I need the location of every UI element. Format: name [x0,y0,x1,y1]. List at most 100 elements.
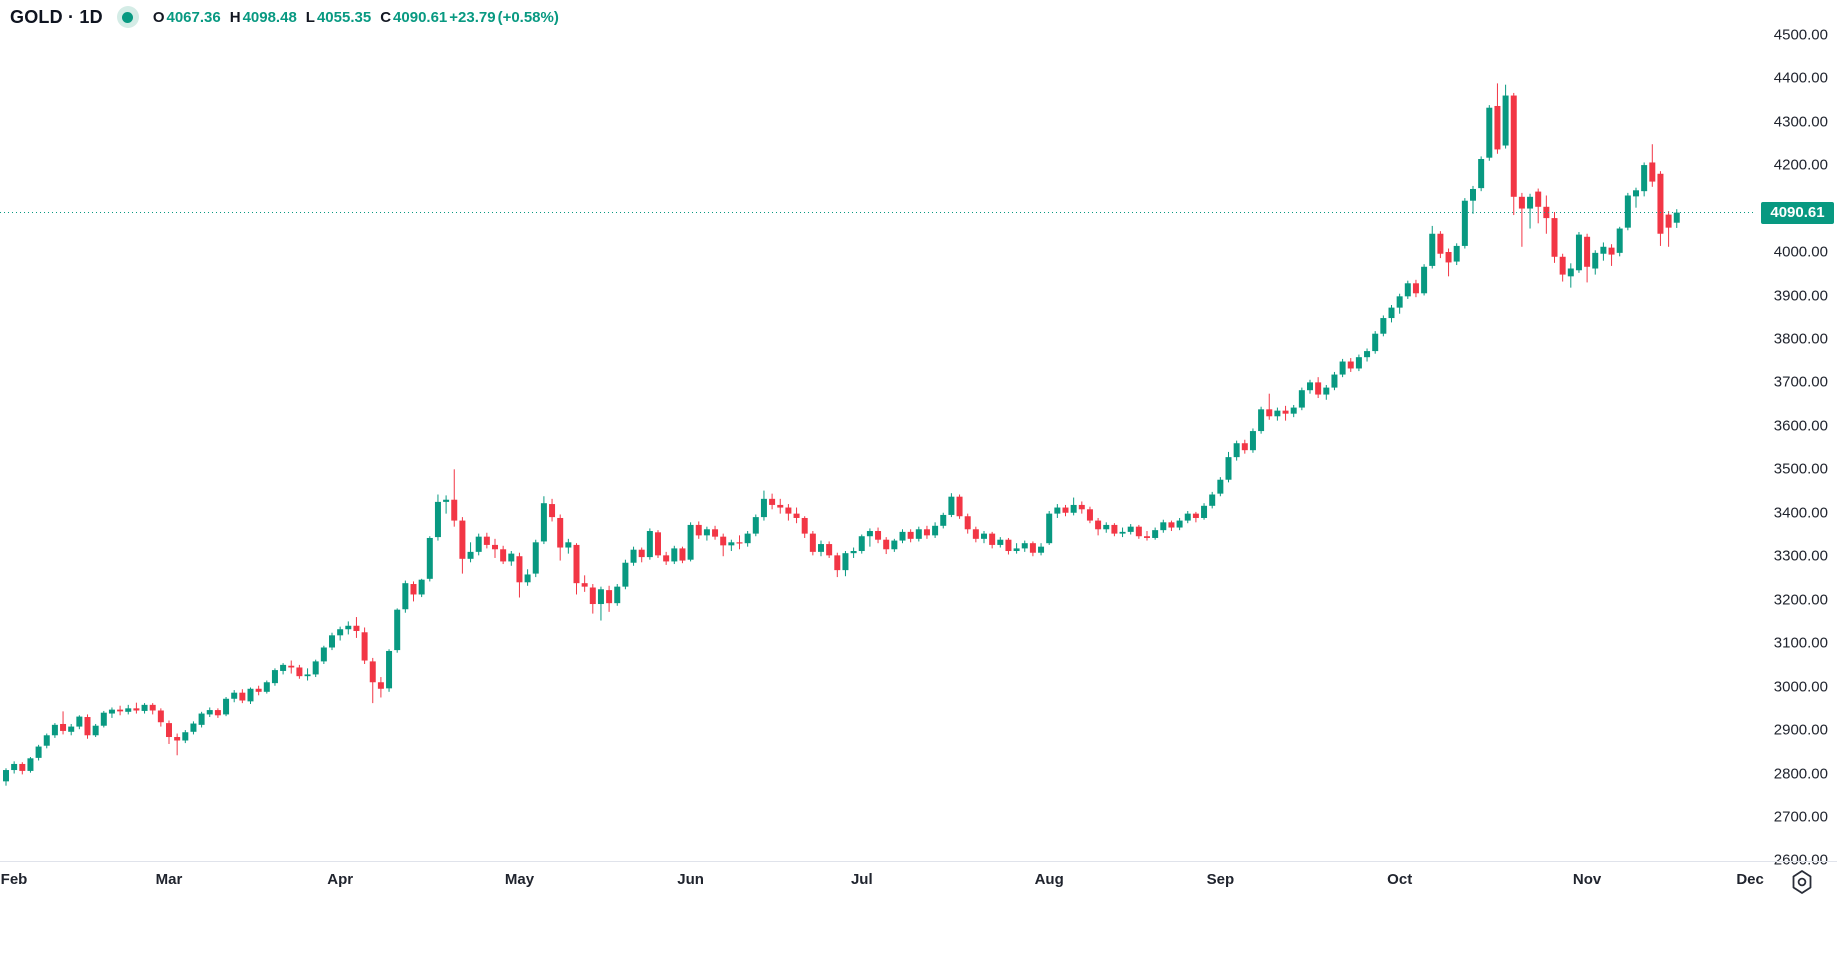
candle [1127,524,1134,535]
candle [1176,517,1183,531]
candle [296,664,303,679]
candle [1404,280,1411,299]
candle [467,542,474,563]
candle [834,552,841,578]
candle [589,584,596,614]
candle [345,621,352,635]
month-label: Nov [1572,871,1602,888]
high-value: 4098.48 [242,8,297,26]
candle [842,551,849,577]
candle [1494,83,1501,154]
month-label: Mar [155,871,183,888]
candle [1421,264,1428,296]
candle [1364,348,1371,362]
candle [1673,209,1680,228]
time-axis[interactable]: Feb Mar Apr May Jun Jul Aug Sep Oct Nov Dec [0,862,1837,904]
price-axis[interactable]: 4500.00 4400.00 4300.00 4200.00 4000.00 3900.… [1756,0,1837,869]
candle [271,668,278,686]
candle [801,516,808,538]
candle [712,525,719,540]
candle [1584,233,1591,283]
candle [720,533,727,557]
candle [1290,404,1297,418]
candle [1429,225,1436,269]
candle [508,551,515,566]
candle [1665,211,1672,247]
candle [606,585,613,612]
candle [785,504,792,521]
candle [475,533,482,556]
candle [60,711,67,735]
candle [858,534,865,554]
symbol-title[interactable]: GOLD · 1D [10,6,103,27]
candle [1372,331,1379,354]
candle [394,608,401,653]
chart-canvas[interactable] [0,0,1756,861]
price-tick-label: 3300.00 [1773,547,1828,565]
open-value: 4067.36 [166,8,221,26]
candle [1641,162,1648,197]
symbol-legend: GOLD · 1D O 4067.36 H 4098.48 L 4055.35 … [10,6,559,28]
candle [818,540,824,557]
candle [826,541,833,558]
candle [166,720,172,744]
candle [483,532,490,549]
candle [1192,511,1199,523]
candle [703,526,710,541]
candle [1543,195,1550,234]
candle [1527,193,1534,229]
open-label: O [152,8,165,26]
candle [451,469,458,527]
candle [948,493,955,518]
candle [1551,212,1558,263]
candle [744,531,751,547]
candle [149,703,156,715]
candle [1323,384,1330,400]
candle [524,569,531,586]
candle [1657,171,1664,246]
candle [174,733,181,756]
candle [736,535,743,550]
candle [622,559,629,590]
close-value: 4090.61 [393,8,448,26]
candle [1600,242,1607,261]
candle [769,493,776,510]
candle [369,657,376,704]
candle [157,708,164,727]
candle [1021,540,1028,552]
candle [329,632,335,651]
candle [51,723,58,738]
candle [1608,244,1615,266]
candle [402,580,409,613]
candle [1380,315,1387,337]
candle [875,527,882,544]
candle [1103,522,1110,533]
candle [940,512,947,529]
candle [1217,477,1224,497]
candle [972,526,979,543]
candle [1184,511,1191,524]
candle [1233,440,1240,461]
candle [516,552,523,598]
candle [760,490,767,521]
candle [337,626,344,641]
candle [377,677,384,698]
month-label: Sep [1206,871,1235,888]
price-tick-label: 2900.00 [1773,721,1828,739]
price-tick-label: 3100.00 [1773,634,1828,652]
candle [907,529,914,543]
candle [1168,520,1175,532]
candle [1478,156,1485,192]
settings-icon[interactable] [1789,869,1815,895]
candle [997,537,1004,548]
candle [597,586,604,621]
candle [92,723,99,738]
month-label: Aug [1034,871,1064,888]
candle [1502,84,1509,149]
candle [418,578,425,598]
candle [1388,305,1395,323]
candle [655,530,661,558]
price-badge: 4090.61 [1761,201,1834,224]
candle [1152,527,1159,540]
